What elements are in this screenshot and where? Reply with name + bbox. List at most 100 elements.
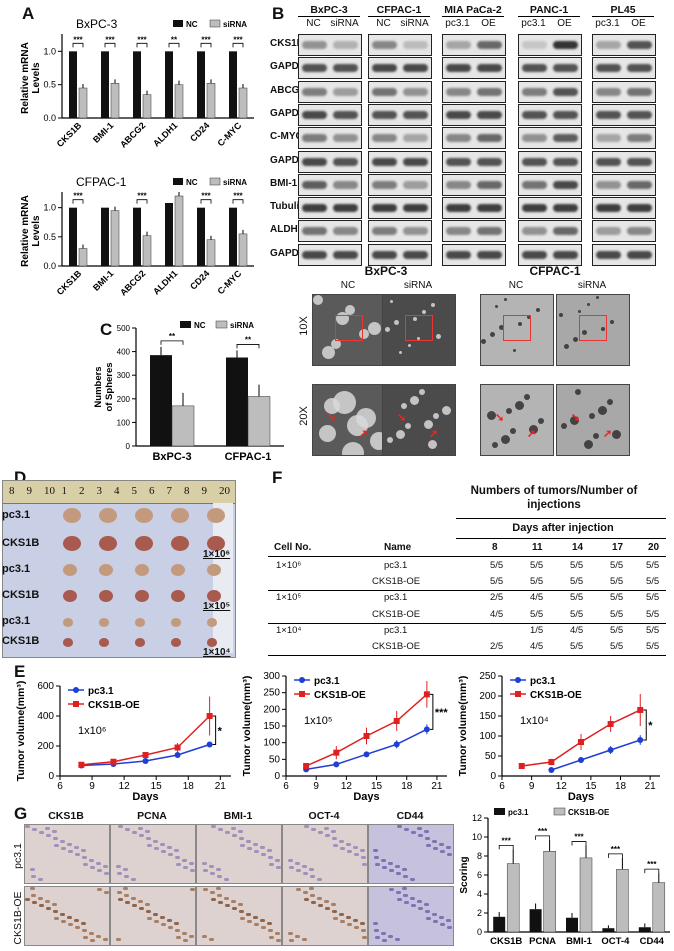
cell-nucleus — [332, 837, 337, 840]
ruler-number: 5 — [131, 485, 138, 497]
cell-nucleus — [25, 898, 30, 901]
cell-nucleus — [432, 913, 437, 916]
y-tick-label: 600 — [37, 681, 54, 692]
blot-strip — [368, 173, 432, 196]
blot-row-label: GAPDH — [270, 107, 307, 119]
y-tick-label: 400 — [37, 711, 54, 722]
blot-band — [333, 227, 358, 236]
table-name: CKS1B-OE — [372, 641, 421, 652]
cell-nucleus — [418, 834, 423, 837]
data-point — [174, 752, 181, 758]
bar-nc — [165, 203, 173, 266]
ihc-image — [110, 886, 196, 946]
tumor — [135, 618, 145, 627]
cell-nucleus — [432, 840, 437, 843]
blot-strip — [592, 150, 656, 173]
bar-oe — [616, 869, 629, 933]
blot-band — [596, 64, 621, 73]
sig-label: *** — [233, 192, 243, 201]
category-label: CKS1B — [55, 120, 84, 149]
blot-strip — [368, 243, 432, 266]
cell-nucleus — [68, 923, 73, 926]
data-point — [333, 761, 340, 768]
cell-nucleus — [31, 894, 36, 897]
table-value: 5/5 — [490, 560, 504, 571]
table-head-day: 8 — [492, 542, 498, 553]
blot-lane-label: NC — [376, 18, 391, 29]
bar-sirna — [78, 87, 88, 119]
sphere-blob — [322, 346, 335, 359]
cell-nucleus — [410, 897, 415, 900]
blot-strip — [592, 197, 656, 220]
blot-band — [627, 157, 652, 166]
cell-nucleus — [131, 878, 136, 881]
sphere-blob — [385, 327, 390, 332]
cell-nucleus — [202, 935, 207, 938]
tumor-row-label: CKS1B — [2, 635, 40, 647]
bar-oe — [506, 863, 520, 933]
cell-nucleus — [217, 875, 222, 878]
bar-sirna — [206, 239, 216, 267]
tumor — [171, 590, 185, 602]
blot-band — [553, 180, 578, 189]
cell-nucleus — [75, 853, 80, 856]
sphere-blob — [410, 396, 419, 405]
data-point — [548, 759, 555, 765]
cell-nucleus — [361, 856, 366, 859]
cell-nucleus — [103, 938, 108, 941]
cell-nucleus — [232, 907, 237, 910]
sphere-blob — [559, 313, 563, 317]
cell-nucleus — [360, 849, 365, 852]
blot-strip — [368, 57, 432, 80]
cell-nucleus — [104, 872, 109, 875]
blot-band — [333, 157, 358, 166]
cell-nucleus — [132, 904, 137, 907]
cell-nucleus — [174, 922, 179, 925]
cell-nucleus — [154, 920, 159, 923]
sphere-blob — [390, 300, 393, 303]
sphere-blob — [612, 430, 621, 439]
blot-band — [372, 204, 397, 213]
blot-band — [403, 110, 428, 119]
cell-nucleus — [417, 900, 422, 903]
cell-nucleus — [190, 888, 195, 891]
cell-nucleus — [417, 827, 422, 830]
blot-strip — [298, 127, 362, 150]
table-value: 5/5 — [646, 641, 660, 652]
cell-nucleus — [381, 932, 386, 935]
cell-nucleus — [174, 849, 179, 852]
panel-c-spheres-chart: NC siRNA 0 100 200 300 400 500 Numbersof Spheres… — [93, 320, 284, 463]
blot-lane-label: pc3.1 — [445, 18, 470, 29]
blot-band — [446, 87, 471, 96]
legend-label: CKS1B-OE — [530, 690, 582, 701]
category-label: BMI-1 — [91, 120, 115, 144]
blot-band — [302, 157, 327, 166]
sig-bracket — [104, 42, 116, 48]
sphere-blob — [359, 329, 369, 339]
sphere-blob — [510, 428, 516, 434]
cell-nucleus — [354, 853, 359, 856]
sig-bracket — [160, 340, 184, 345]
cell-nucleus — [389, 869, 394, 872]
cell-nucleus — [362, 863, 367, 866]
data-point — [142, 752, 149, 758]
x-tick-label: 21 — [215, 781, 227, 792]
cell-nucleus — [426, 917, 431, 920]
table-value: 4/5 — [530, 592, 544, 604]
sphere-col-label: NC — [508, 280, 524, 291]
cell-nucleus — [238, 903, 243, 906]
cell-nucleus — [353, 919, 358, 922]
sig-label: * — [648, 720, 653, 732]
category-label: C-MYC — [215, 120, 243, 148]
cell-nucleus — [296, 888, 301, 891]
cell-nucleus — [45, 900, 50, 903]
bar-nc — [133, 207, 141, 266]
table-head-day: 20 — [648, 542, 660, 553]
category-label: ABCG2 — [118, 268, 147, 297]
cell-nucleus — [276, 939, 281, 942]
tumor — [171, 638, 181, 647]
cell-nucleus — [89, 859, 94, 862]
blot-row-label: CKS1B — [270, 38, 304, 49]
cell-nucleus — [67, 916, 72, 919]
tumor — [99, 508, 117, 524]
